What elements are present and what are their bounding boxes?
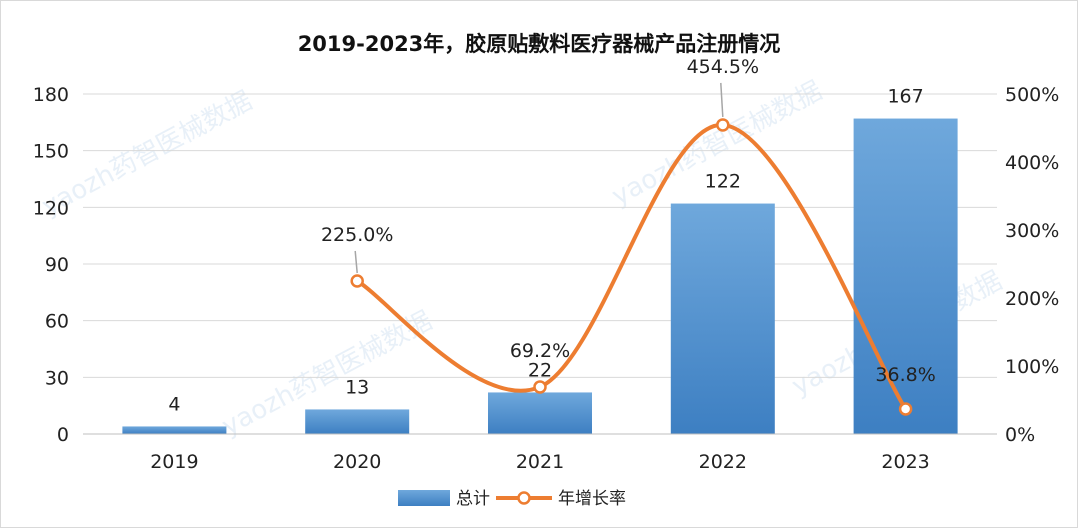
line-value-label: 454.5% xyxy=(687,56,759,78)
data-labels: 4 13 22 122 167 225.0% 69.2% 454.5% 36.8% xyxy=(168,56,935,416)
bar-2023 xyxy=(853,118,958,435)
line-series xyxy=(350,118,913,416)
y-left-tick-label: 0 xyxy=(57,424,69,446)
gridlines xyxy=(83,93,997,378)
y-left-tick-label: 30 xyxy=(45,367,69,389)
y-left-tick-label: 120 xyxy=(33,197,69,219)
y-right-tick-label: 500% xyxy=(1005,84,1059,106)
y-right-tick-label: 100% xyxy=(1005,356,1059,378)
y-right-tick-label: 400% xyxy=(1005,152,1059,174)
chart-title: 2019-2023年，胶原贴敷料医疗器械产品注册情况 xyxy=(298,32,781,56)
y-left-tick-label: 90 xyxy=(45,254,69,276)
bar-2019 xyxy=(122,426,227,434)
legend-label-bar: 总计 xyxy=(456,489,490,509)
leader-line-2020 xyxy=(354,250,358,274)
bar-value-label: 167 xyxy=(887,86,923,108)
legend-label-line: 年增长率 xyxy=(558,489,626,509)
x-tick-label: 2023 xyxy=(881,451,929,473)
legend-swatch-bar xyxy=(398,490,450,506)
line-value-label: 69.2% xyxy=(510,340,570,362)
y-right-tick-label: 200% xyxy=(1005,288,1059,310)
bar-2020 xyxy=(305,409,410,434)
bar-value-label: 4 xyxy=(168,393,180,415)
line-value-label: 225.0% xyxy=(321,224,393,246)
x-tick-label: 2022 xyxy=(699,451,747,473)
bar-2021 xyxy=(488,392,592,434)
bar-series xyxy=(122,118,958,435)
legend-swatch-marker xyxy=(517,491,531,505)
y-right-tick-label: 300% xyxy=(1005,220,1059,242)
y-left-tick-label: 60 xyxy=(45,311,69,333)
x-tick-label: 2019 xyxy=(150,451,198,473)
point-2023 xyxy=(898,402,913,416)
bar-value-label: 122 xyxy=(705,171,741,193)
leader-line-2022 xyxy=(720,82,724,117)
watermark-text-0: yaozh药智医械数据 xyxy=(37,86,257,222)
legend: 总计 年增长率 xyxy=(398,489,626,509)
y-left-tick-label: 180 xyxy=(33,84,69,106)
x-tick-label: 2021 xyxy=(516,451,564,473)
growth-rate-line xyxy=(355,122,908,411)
y-right-tick-label: 0% xyxy=(1005,424,1035,446)
y-left-tick-label: 150 xyxy=(33,141,69,163)
bar-value-label: 13 xyxy=(345,376,369,398)
point-2022 xyxy=(716,118,730,132)
bar-2022 xyxy=(670,203,775,434)
axes: 0 30 60 90 120 150 180 0% 100% 200% 300% 400% 500% 20… xyxy=(33,84,1060,473)
line-value-label: 36.8% xyxy=(875,364,935,386)
point-2020 xyxy=(350,274,364,288)
x-tick-label: 2020 xyxy=(333,451,381,473)
point-2021 xyxy=(533,380,547,394)
bar-value-label: 22 xyxy=(528,359,552,381)
